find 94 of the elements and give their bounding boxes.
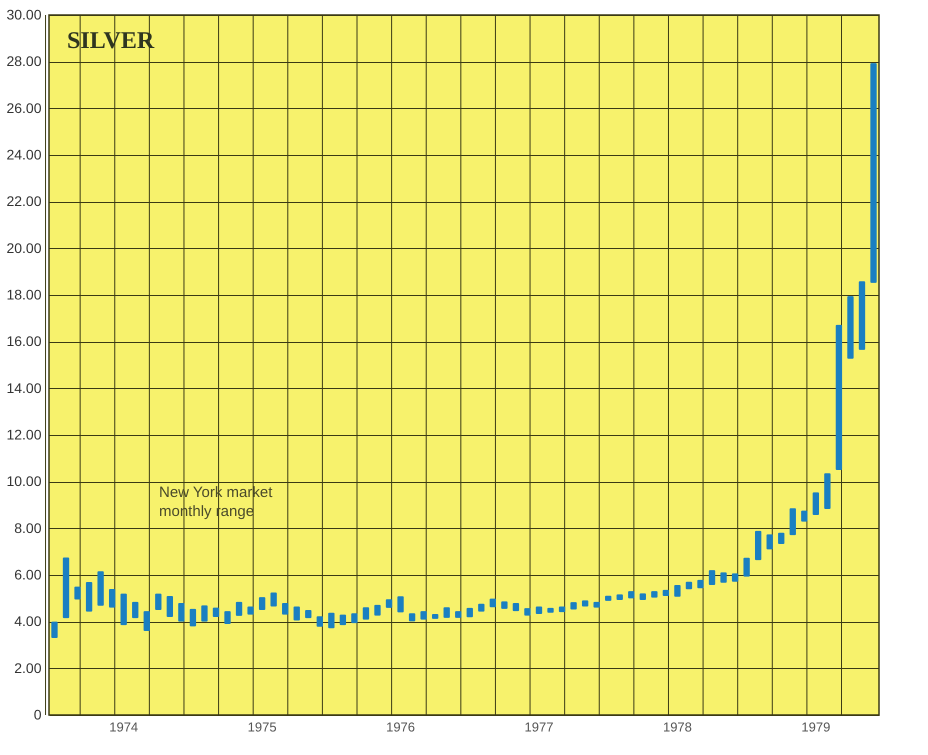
bar <box>201 605 208 622</box>
y-tick-label: 4.00 <box>14 613 42 630</box>
y-tick-label: 16.00 <box>6 333 42 350</box>
bar <box>144 611 150 631</box>
y-tick-label: 8.00 <box>14 520 42 536</box>
y-tick-label: 0 <box>34 706 42 722</box>
bar <box>224 611 231 624</box>
bar <box>593 602 600 608</box>
bar <box>720 572 727 583</box>
x-tick-label: 1976 <box>386 720 416 734</box>
y-tick-label: 10.00 <box>6 473 42 490</box>
bar <box>697 580 704 588</box>
bar <box>501 601 508 609</box>
bar <box>51 622 58 638</box>
x-tick-label: 1975 <box>248 720 277 734</box>
y-tick-label: 22.00 <box>6 193 42 210</box>
bar <box>674 585 681 597</box>
bar <box>605 596 612 601</box>
bar <box>97 571 104 606</box>
x-tick-label: 1977 <box>524 720 554 734</box>
bar <box>362 607 370 620</box>
y-tick-label: 18.00 <box>6 286 42 302</box>
bar <box>870 63 877 283</box>
bar <box>351 613 358 624</box>
y-tick-label: 12.00 <box>6 426 42 442</box>
bar <box>108 589 116 608</box>
bar <box>478 604 484 612</box>
bar <box>686 582 692 590</box>
bar <box>558 606 566 612</box>
bar <box>743 558 750 577</box>
bar <box>316 616 323 627</box>
bar <box>778 532 784 544</box>
bar <box>282 603 288 615</box>
bar <box>628 591 634 598</box>
bar <box>444 607 450 618</box>
bar <box>790 508 796 536</box>
bar <box>651 591 658 598</box>
bar <box>305 610 312 618</box>
bar <box>340 614 346 626</box>
bar <box>397 596 404 612</box>
bar <box>708 570 716 586</box>
bar <box>432 614 438 619</box>
bar <box>524 608 531 616</box>
bar <box>547 608 554 613</box>
bar <box>270 592 277 606</box>
x-tick-label: 1974 <box>109 720 138 734</box>
y-tick-label: 20.00 <box>6 240 42 256</box>
bar <box>582 600 588 606</box>
bar <box>640 593 646 600</box>
bar <box>420 611 427 620</box>
bar <box>754 530 762 560</box>
bar <box>732 573 738 582</box>
y-tick-label: 26.00 <box>6 100 42 116</box>
bar <box>455 611 462 618</box>
bar <box>847 296 854 359</box>
x-tick-label: 1979 <box>801 720 830 734</box>
bar <box>616 594 623 600</box>
y-tick-label: 30.00 <box>6 6 42 22</box>
bar <box>120 594 127 626</box>
bar <box>801 510 808 522</box>
bar <box>294 606 300 620</box>
bar <box>74 586 81 600</box>
y-tick-label: 28.00 <box>6 53 42 70</box>
bar <box>132 602 138 618</box>
bar <box>155 594 162 610</box>
bar <box>570 602 577 610</box>
bar <box>86 582 92 612</box>
bar <box>190 608 196 626</box>
bar <box>858 281 866 350</box>
y-tick-label: 6.00 <box>14 566 42 582</box>
y-tick-label: 2.00 <box>14 660 42 676</box>
x-tick-label: 1978 <box>662 720 692 734</box>
bar <box>62 558 70 618</box>
bar <box>536 606 542 614</box>
bar <box>247 606 254 615</box>
bar <box>490 598 496 608</box>
bar <box>374 604 381 616</box>
bar <box>236 602 242 616</box>
bar <box>408 613 416 622</box>
bar <box>512 603 520 612</box>
y-tick-label: 14.00 <box>6 380 42 396</box>
bar <box>328 612 335 628</box>
bar <box>386 599 392 608</box>
bar <box>212 608 220 617</box>
y-tick-label: 24.00 <box>6 146 42 162</box>
bar <box>258 597 266 610</box>
bar <box>166 596 174 617</box>
bar <box>766 534 773 550</box>
bar <box>178 603 185 622</box>
bar <box>836 324 842 470</box>
bar <box>662 590 670 596</box>
bar <box>466 608 473 618</box>
bar <box>812 492 820 516</box>
bar <box>824 473 831 509</box>
